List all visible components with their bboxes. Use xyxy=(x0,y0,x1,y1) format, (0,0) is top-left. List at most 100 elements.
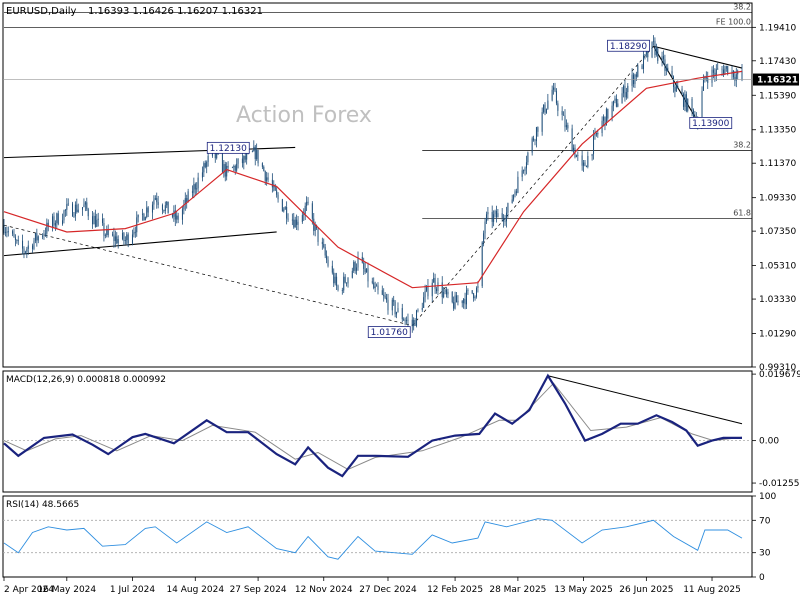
candle-340 xyxy=(682,92,684,110)
candle-294 xyxy=(591,153,593,161)
candle-body xyxy=(597,133,599,135)
candle-231 xyxy=(464,292,466,310)
candle-body xyxy=(635,74,637,77)
candle-54 xyxy=(111,231,113,237)
candle-body xyxy=(57,213,59,225)
candle-body xyxy=(114,236,116,242)
candle-body xyxy=(351,270,353,278)
candle-body xyxy=(543,104,545,113)
candle-body xyxy=(67,203,69,205)
candle-body xyxy=(236,163,238,171)
candle-body xyxy=(467,290,469,291)
rsi-tick-1: 70 xyxy=(759,516,771,526)
candle-body xyxy=(515,191,517,193)
candle-1 xyxy=(4,226,6,237)
candle-22 xyxy=(46,218,48,239)
candle-227 xyxy=(456,291,458,303)
candle-19 xyxy=(42,233,44,240)
candle-136 xyxy=(274,183,276,191)
candle-250 xyxy=(503,214,505,228)
annotation-box xyxy=(689,117,733,129)
candle-body xyxy=(33,240,35,249)
candle-body xyxy=(203,163,205,173)
candle-330 xyxy=(662,50,664,65)
candle-body xyxy=(537,127,539,132)
candle-113 xyxy=(227,161,229,173)
candle-body xyxy=(631,74,633,86)
candle-body xyxy=(421,307,423,310)
candle-body xyxy=(46,222,48,234)
candle-35 xyxy=(73,212,75,218)
candle-body xyxy=(296,219,298,225)
candle-74 xyxy=(151,201,153,220)
candle-body xyxy=(714,72,716,76)
candle-body xyxy=(577,155,579,157)
candle-body xyxy=(117,239,119,244)
candle-body xyxy=(702,79,704,91)
candle-body xyxy=(334,276,336,284)
candle-27 xyxy=(56,212,58,229)
candle-172 xyxy=(346,282,348,287)
trendlines xyxy=(3,45,743,326)
candle-8 xyxy=(17,235,19,246)
candle-body xyxy=(554,87,556,92)
candle-body xyxy=(293,219,295,228)
candle-315 xyxy=(633,72,635,88)
candle-body xyxy=(197,177,199,189)
candle-96 xyxy=(194,182,196,195)
candle-161 xyxy=(324,243,326,259)
candle-body xyxy=(207,155,209,163)
candle-body xyxy=(464,298,466,305)
candle-body xyxy=(593,136,595,155)
candle-body xyxy=(457,300,459,303)
candle-282 xyxy=(565,119,567,130)
time-tick-8: 28 Mar 2025 xyxy=(489,585,546,595)
trendline-4 xyxy=(653,45,743,69)
candle-body xyxy=(13,233,15,238)
candle-body xyxy=(565,125,567,128)
macd-tick-2: -0.012552 xyxy=(759,479,800,489)
candle-284 xyxy=(571,124,573,152)
candle-body xyxy=(456,295,458,303)
candle-body xyxy=(682,93,684,107)
candle-body xyxy=(444,289,446,292)
candle-257 xyxy=(515,188,517,196)
candle-344 xyxy=(691,96,693,117)
candle-body xyxy=(201,172,203,178)
candle-224 xyxy=(451,291,453,304)
candle-body xyxy=(234,166,236,171)
candle-body xyxy=(287,218,289,220)
candle-21 xyxy=(44,227,46,237)
candle-324 xyxy=(651,41,653,59)
candle-5 xyxy=(13,228,15,238)
candle-body xyxy=(216,152,218,159)
candle-367 xyxy=(735,67,737,88)
candle-body xyxy=(386,297,388,300)
candle-225 xyxy=(453,296,455,311)
candle-body xyxy=(712,69,714,73)
candle-70 xyxy=(143,212,145,221)
candle-223 xyxy=(447,288,449,299)
candle-368 xyxy=(737,69,739,80)
candle-10 xyxy=(23,246,25,259)
candle-body xyxy=(533,138,535,141)
candle-body xyxy=(314,224,316,231)
candle-199 xyxy=(401,303,403,323)
candle-145 xyxy=(293,212,295,229)
candle-body xyxy=(664,59,666,71)
candle-body xyxy=(34,233,36,241)
candle-314 xyxy=(631,68,633,92)
candle-body xyxy=(311,203,313,219)
candle-170 xyxy=(343,272,345,294)
candle-body xyxy=(471,290,473,294)
candle-33 xyxy=(67,198,69,207)
candle-body xyxy=(545,108,547,113)
candle-332 xyxy=(665,64,667,76)
macd-signal-line xyxy=(3,382,743,470)
candle-92 xyxy=(186,194,188,209)
rsi-tick-0: 100 xyxy=(759,492,776,502)
candle-body xyxy=(441,282,443,298)
candle-220 xyxy=(443,287,445,299)
candle-body xyxy=(501,213,503,218)
candle-263 xyxy=(527,151,529,166)
